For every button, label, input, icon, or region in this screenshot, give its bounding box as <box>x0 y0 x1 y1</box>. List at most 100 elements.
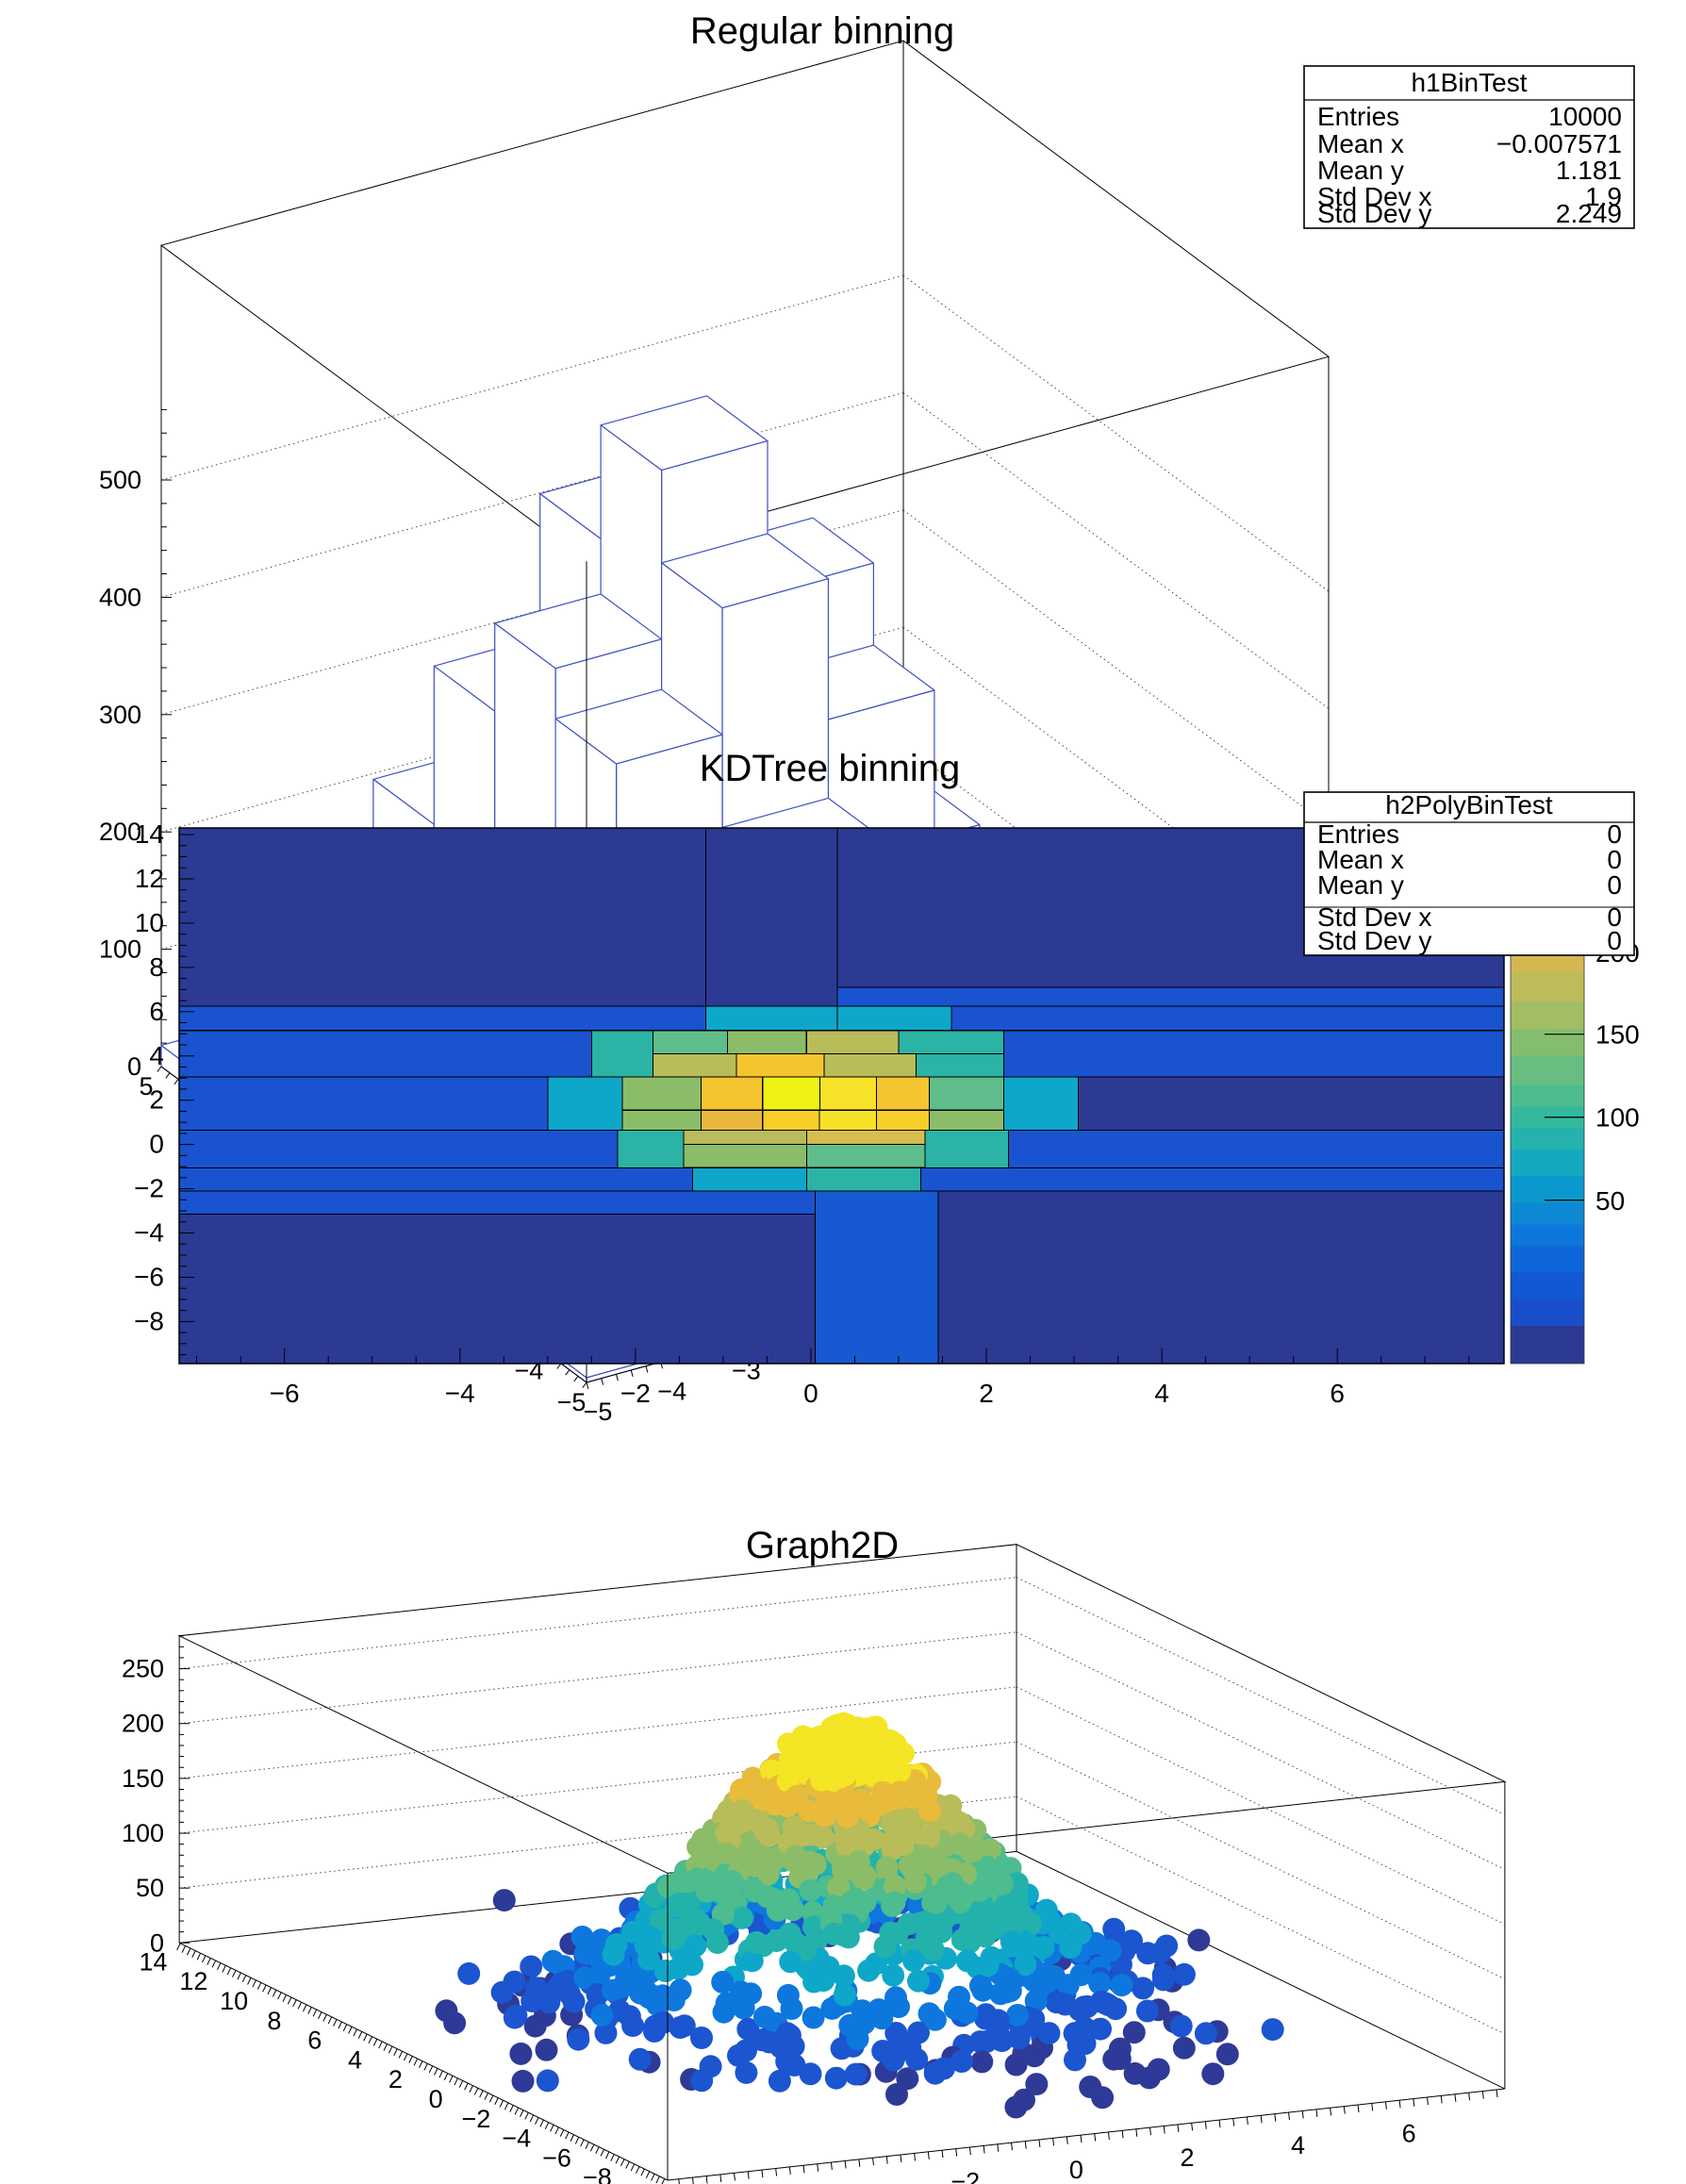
heatmap-bin <box>836 1005 952 1032</box>
heatmap-bin <box>704 1005 838 1032</box>
heatmap-bin <box>919 1166 1505 1192</box>
y-tick <box>499 2100 504 2108</box>
y-tick <box>378 2041 383 2049</box>
y-axis-label: −6 <box>134 1262 164 1291</box>
y-tick <box>383 2043 388 2051</box>
x-axis-label: −5 <box>584 1398 613 1426</box>
scatter-point <box>735 2060 758 2084</box>
z-gridline <box>1016 1686 1506 1926</box>
y-tick <box>554 2126 559 2135</box>
scatter-point <box>621 2014 645 2038</box>
scatter-point <box>923 2008 947 2031</box>
x-tick <box>1315 2109 1318 2117</box>
scatter-point <box>523 2014 547 2038</box>
x-axis-label: −2 <box>620 1379 651 1408</box>
heatmap-bin <box>178 827 706 1007</box>
scatter-point <box>1194 2022 1217 2045</box>
heatmap-bin <box>818 1109 878 1131</box>
heatmap-bin <box>950 1005 1505 1032</box>
scatter-point <box>720 1870 744 1893</box>
y-tick <box>252 1979 256 1988</box>
heatmap-bin <box>818 1076 878 1111</box>
heatmap-bin <box>1003 1076 1080 1131</box>
x-axis-label: −4 <box>657 1377 686 1405</box>
scatter-point <box>800 1823 822 1846</box>
y-tick <box>256 1982 262 1990</box>
scatter-point <box>1004 2095 1028 2119</box>
x-tick <box>844 2160 847 2169</box>
y-tick <box>241 1975 247 1983</box>
y-axis-label: 0 <box>149 1130 164 1159</box>
y-tick <box>318 2011 322 2020</box>
heatmap-bin <box>178 1005 706 1032</box>
scatter-point <box>949 1891 972 1913</box>
scatter-point <box>884 1986 907 2010</box>
x-axis-label: −4 <box>445 1379 475 1408</box>
y-tick <box>565 1369 570 1376</box>
x-tick <box>645 1365 649 1373</box>
y-tick <box>408 2056 413 2063</box>
heatmap-bin <box>691 1166 807 1192</box>
z-gridline <box>1016 1741 1506 1980</box>
z-gridline <box>902 509 1330 827</box>
y-tick <box>556 1363 562 1369</box>
z-axis-label: 100 <box>99 935 141 964</box>
y-axis-label: 2 <box>388 2065 403 2093</box>
scatter-point <box>756 1862 780 1886</box>
scatter-point <box>962 1839 984 1862</box>
heatmap-bin <box>1078 1076 1505 1131</box>
scatter-point <box>794 1938 818 1961</box>
y-tick <box>595 2146 600 2155</box>
y-tick <box>191 1950 196 1959</box>
y-tick <box>559 2129 565 2137</box>
z-axis-label: 300 <box>99 701 141 729</box>
scatter-point <box>905 2047 929 2071</box>
colorbar-step <box>1511 1084 1584 1107</box>
z-axis-label: 200 <box>122 1710 164 1738</box>
x-axis-label: 0 <box>803 1379 818 1408</box>
scatter-point <box>628 2047 652 2071</box>
x-tick <box>1468 2093 1471 2101</box>
kdtree-plot-title: KDTree binning <box>700 748 960 789</box>
x-axis-label: 6 <box>1330 1379 1345 1408</box>
heatmap-bin <box>736 1052 825 1078</box>
y-tick <box>600 2149 605 2157</box>
scatter-point <box>975 2030 998 2054</box>
x-tick <box>1413 2098 1415 2107</box>
scatter-point <box>907 1969 930 1993</box>
x-tick <box>997 2143 1000 2152</box>
heatmap-bin <box>178 1129 619 1168</box>
z-gridline <box>1016 1577 1506 1815</box>
heatmap-bin <box>805 1144 926 1168</box>
y-axis-label: 4 <box>348 2045 362 2074</box>
colorbar-step <box>1511 1224 1584 1246</box>
y-axis-label: 10 <box>135 908 164 937</box>
y-tick <box>247 1977 252 1985</box>
scatter-point <box>781 1898 804 1922</box>
scatter-point <box>1187 1928 1211 1952</box>
colorbar-step <box>1511 1202 1584 1225</box>
x-tick <box>1177 2124 1180 2132</box>
stats-row-label: Mean y <box>1317 870 1404 900</box>
graph2d-canvas: 050100150200250−6−4−2024614121086420−2−4… <box>122 1544 1507 2184</box>
scatter-point <box>520 1955 543 1978</box>
heatmap-bin <box>929 1076 1005 1111</box>
heatmap-bin <box>178 1030 592 1078</box>
scatter-point <box>1024 1989 1048 2012</box>
stats-row-label: Mean x <box>1317 845 1404 874</box>
scatter-point <box>892 1832 916 1856</box>
scatter-point <box>1025 2073 1049 2096</box>
y-tick <box>398 2051 404 2059</box>
scatter-point <box>740 1949 764 1973</box>
y-tick <box>174 1079 179 1085</box>
y-tick <box>277 1992 282 2000</box>
z-axis-label: 150 <box>122 1764 164 1793</box>
x-tick <box>734 2173 736 2181</box>
y-tick <box>292 1999 297 2008</box>
z-axis-label: 250 <box>122 1655 164 1683</box>
scatter-point <box>1172 2036 1196 2060</box>
y-axis-label: 10 <box>220 1987 248 2015</box>
heatmap-bin <box>178 1166 693 1192</box>
x-tick <box>1204 2121 1207 2129</box>
y-tick <box>443 2073 449 2081</box>
